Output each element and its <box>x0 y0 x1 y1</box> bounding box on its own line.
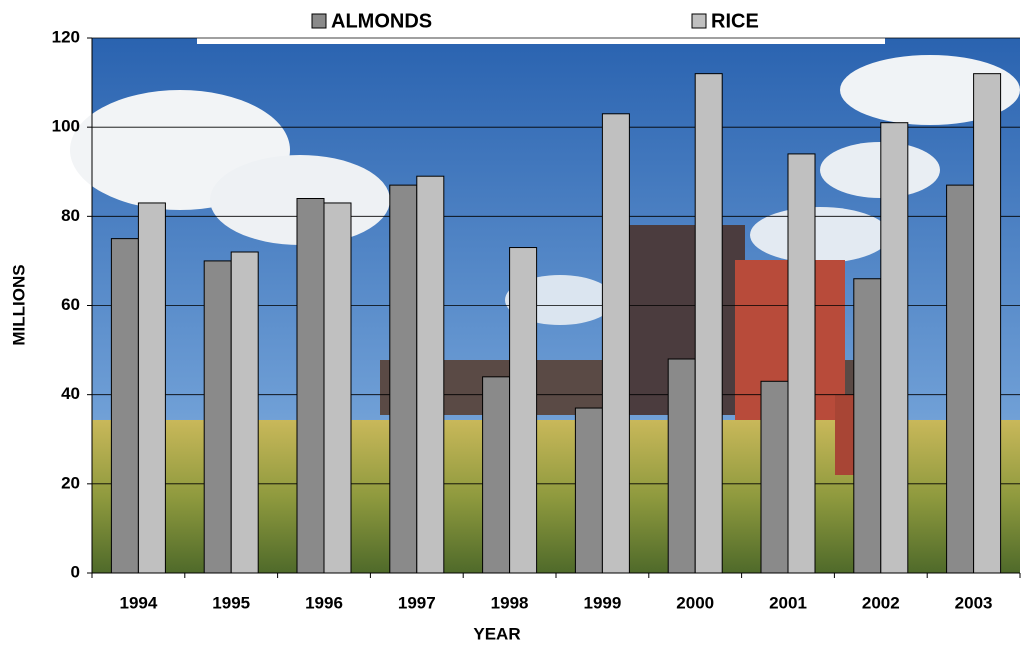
bar <box>324 203 351 573</box>
bar <box>761 381 788 573</box>
bar <box>881 123 908 573</box>
legend-box <box>197 0 885 44</box>
bar <box>297 199 324 574</box>
bar <box>947 185 974 573</box>
bar <box>974 74 1001 573</box>
y-tick-label: 80 <box>61 206 80 225</box>
x-tick-label: 1997 <box>398 593 436 612</box>
x-tick-label: 1996 <box>305 593 343 612</box>
chart: YEAR MILLIONS 0 20 40 60 80 100 120 1994 1995 199… <box>0 0 1025 647</box>
bar <box>390 185 417 573</box>
bar <box>854 279 881 573</box>
bar <box>483 377 510 573</box>
y-axis-title: MILLIONS <box>9 264 28 345</box>
bar <box>138 203 165 573</box>
bar <box>111 239 138 573</box>
bar <box>788 154 815 573</box>
x-tick-label: 1998 <box>491 593 529 612</box>
x-axis-title: YEAR <box>473 624 520 643</box>
legend-label: RICE <box>711 10 759 32</box>
y-tick-label: 40 <box>61 384 80 403</box>
x-tick-label: 2000 <box>676 593 714 612</box>
y-tick-label: 60 <box>61 295 80 314</box>
bar <box>602 114 629 573</box>
bar <box>695 74 722 573</box>
x-tick-label: 1999 <box>583 593 621 612</box>
legend-swatch <box>312 14 326 28</box>
y-tick-label: 20 <box>61 473 80 492</box>
legend-swatch <box>692 14 706 28</box>
y-tick-label: 0 <box>71 562 80 581</box>
x-tick-label: 1994 <box>119 593 157 612</box>
x-tick-label: 1995 <box>212 593 250 612</box>
y-tick-label: 120 <box>52 27 80 46</box>
x-tick-label: 2001 <box>769 593 807 612</box>
bar <box>668 359 695 573</box>
x-tick-label: 2002 <box>862 593 900 612</box>
bar <box>575 408 602 573</box>
x-tick-label: 2003 <box>955 593 993 612</box>
bar <box>510 248 537 573</box>
bar <box>204 261 231 573</box>
bar <box>231 252 258 573</box>
bar <box>417 176 444 573</box>
legend-label: ALMONDS <box>331 10 432 32</box>
y-tick-label: 100 <box>52 117 80 136</box>
